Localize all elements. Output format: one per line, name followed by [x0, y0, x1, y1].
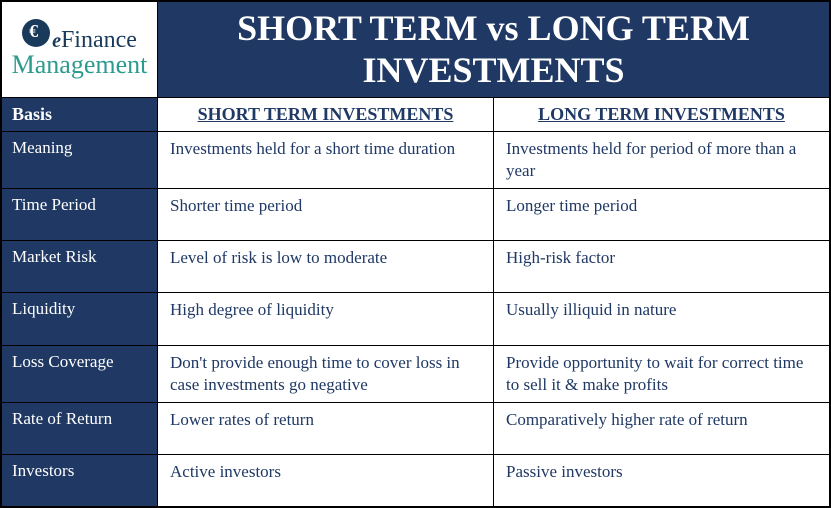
table-row: Market RiskLevel of risk is low to moder…	[2, 241, 829, 293]
short-term-cell: Level of risk is low to moderate	[158, 241, 494, 292]
short-term-cell: Investments held for a short time durati…	[158, 132, 494, 188]
short-term-cell: Lower rates of return	[158, 403, 494, 454]
long-term-cell: Passive investors	[494, 455, 829, 506]
table-row: MeaningInvestments held for a short time…	[2, 132, 829, 189]
table-row: Loss CoverageDon't provide enough time t…	[2, 346, 829, 403]
long-term-cell: Provide opportunity to wait for correct …	[494, 346, 829, 402]
logo-icon	[22, 19, 50, 47]
long-term-cell: Investments held for period of more than…	[494, 132, 829, 188]
col-header-long: LONG TERM INVESTMENTS	[494, 98, 829, 131]
short-term-cell: Don't provide enough time to cover loss …	[158, 346, 494, 402]
basis-cell: Market Risk	[2, 241, 158, 292]
infographic-table: e Finance Management SHORT TERM vs LONG …	[0, 0, 831, 508]
basis-cell: Meaning	[2, 132, 158, 188]
long-term-cell: Longer time period	[494, 189, 829, 240]
short-term-cell: High degree of liquidity	[158, 293, 494, 344]
basis-cell: Liquidity	[2, 293, 158, 344]
logo-top-line: e Finance	[22, 19, 137, 54]
header-row: e Finance Management SHORT TERM vs LONG …	[2, 2, 829, 98]
basis-header: Basis	[2, 98, 158, 131]
short-term-cell: Shorter time period	[158, 189, 494, 240]
data-rows: MeaningInvestments held for a short time…	[2, 132, 829, 506]
logo-cell: e Finance Management	[2, 2, 158, 97]
table-row: Rate of ReturnLower rates of returnCompa…	[2, 403, 829, 455]
col-header-short: SHORT TERM INVESTMENTS	[158, 98, 494, 131]
basis-cell: Loss Coverage	[2, 346, 158, 402]
main-title: SHORT TERM vs LONG TERM INVESTMENTS	[158, 2, 829, 97]
basis-cell: Investors	[2, 455, 158, 506]
table-row: InvestorsActive investorsPassive investo…	[2, 455, 829, 506]
long-term-cell: Usually illiquid in nature	[494, 293, 829, 344]
short-term-cell: Active investors	[158, 455, 494, 506]
basis-cell: Time Period	[2, 189, 158, 240]
logo-word2: Management	[12, 50, 148, 80]
long-term-cell: Comparatively higher rate of return	[494, 403, 829, 454]
long-term-cell: High-risk factor	[494, 241, 829, 292]
basis-cell: Rate of Return	[2, 403, 158, 454]
table-row: Time PeriodShorter time periodLonger tim…	[2, 189, 829, 241]
column-header-row: Basis SHORT TERM INVESTMENTS LONG TERM I…	[2, 98, 829, 132]
table-row: LiquidityHigh degree of liquidityUsually…	[2, 293, 829, 345]
